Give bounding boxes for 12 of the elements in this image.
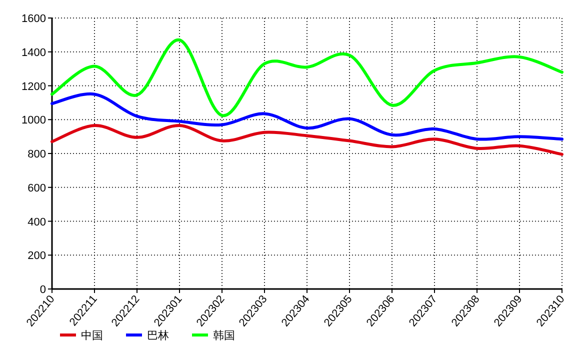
y-tick-label: 1000 <box>22 114 46 127</box>
y-tick-label: 200 <box>28 250 46 262</box>
legend-label: 韩国 <box>213 329 235 342</box>
legend-label: 中国 <box>81 329 103 342</box>
legend-label: 巴林 <box>147 329 169 342</box>
y-tick-label: 1200 <box>22 80 46 93</box>
y-tick-label: 0 <box>40 284 46 296</box>
y-tick-label: 600 <box>28 182 46 194</box>
y-tick-label: 1600 <box>22 13 46 25</box>
y-tick-label: 800 <box>28 148 46 160</box>
y-tick-label: 400 <box>28 216 46 228</box>
y-tick-label: 1400 <box>22 46 46 59</box>
